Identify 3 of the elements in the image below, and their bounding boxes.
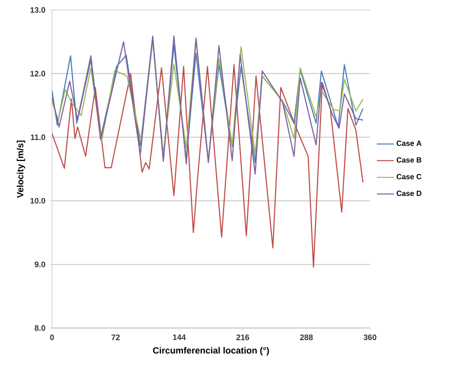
x-axis-title: Circumferencial location (°) [153, 347, 269, 356]
y-axis-title: Velocity [m/s] [16, 140, 26, 198]
line-series [52, 64, 364, 268]
